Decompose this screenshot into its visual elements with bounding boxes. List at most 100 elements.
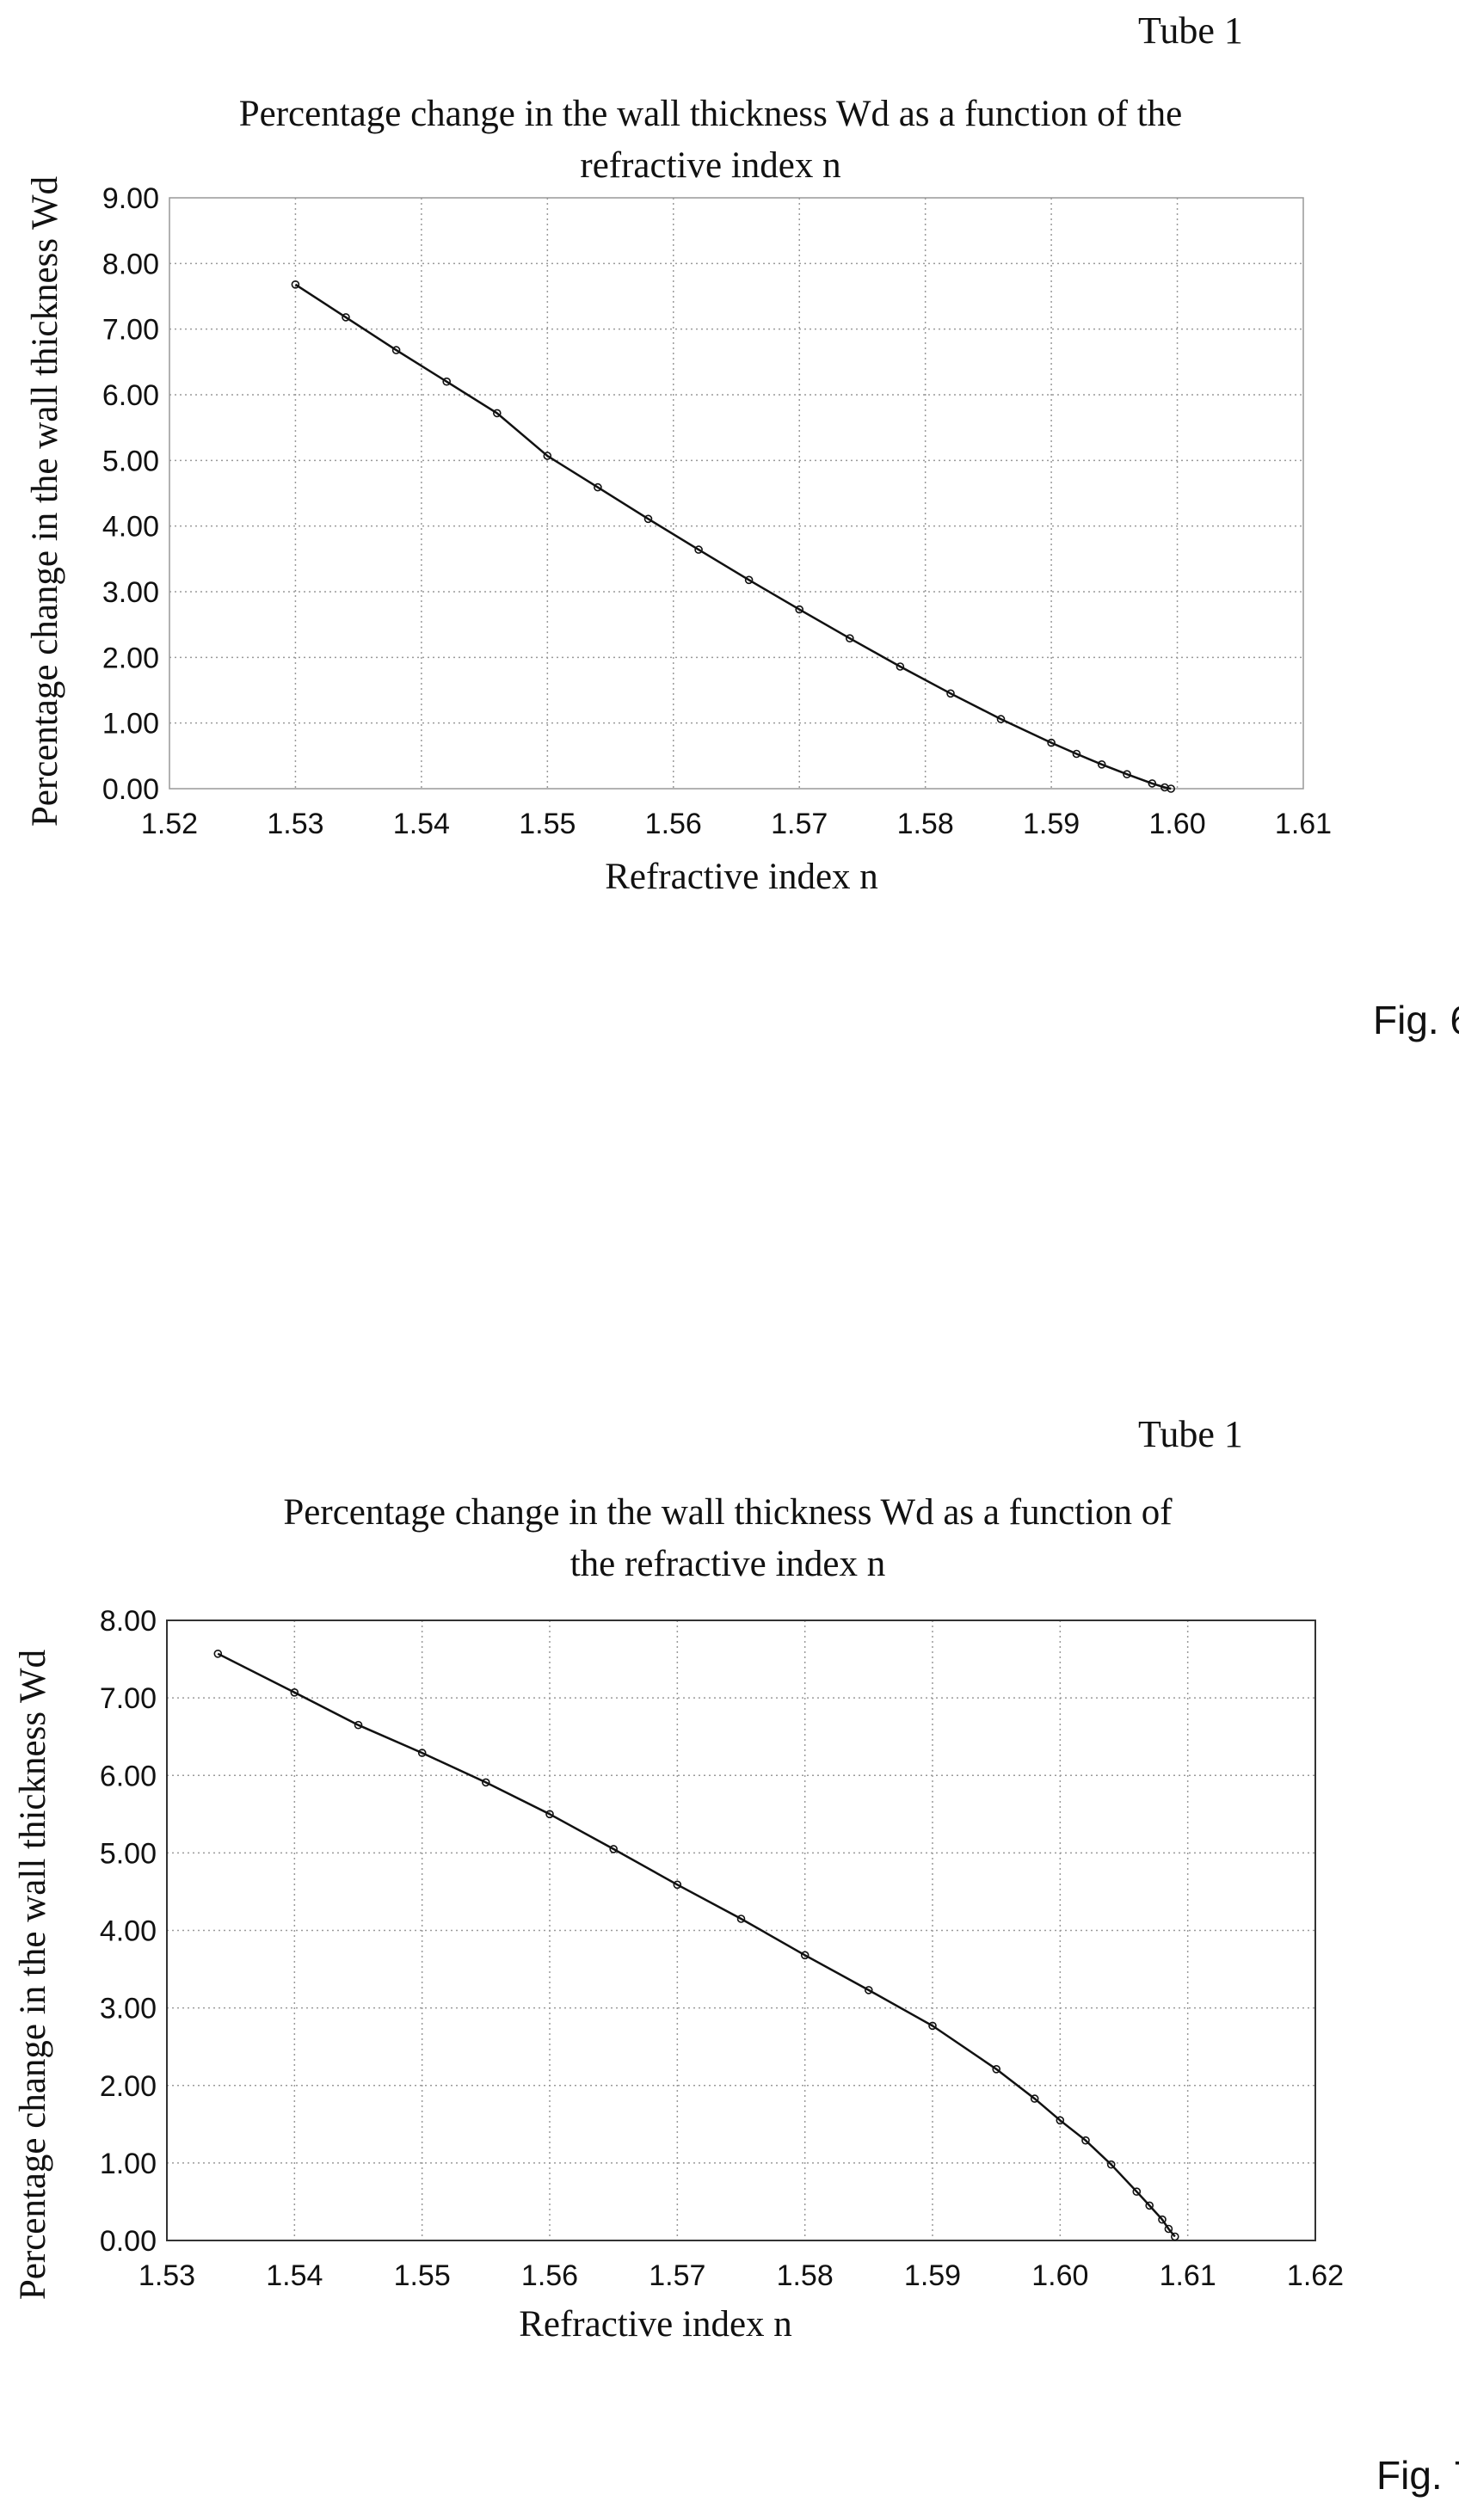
- data-point: [992, 2065, 1000, 2074]
- data-point: [609, 1845, 619, 1853]
- y-tick-label: 4.00: [100, 1915, 157, 1948]
- x-tick-label: 1.56: [645, 808, 702, 840]
- x-tick-label: 1.58: [897, 808, 954, 840]
- y-tick-label: 0.00: [100, 2225, 157, 2258]
- y-tick-labels: 0.00 1.00 2.00 3.00 4.00 5.00 6.00 7.00 8.00: [100, 1605, 157, 2258]
- y-tick-label: 1.00: [102, 708, 159, 741]
- data-point: [594, 482, 602, 492]
- x-tick-label: 1.58: [777, 2259, 834, 2292]
- y-tick-label: 5.00: [102, 445, 159, 477]
- data-point: [744, 575, 754, 585]
- x-tick-labels: 1.53 1.54 1.55 1.56 1.57 1.58 1.59 1.60 1.61 1.62: [139, 2259, 1344, 2292]
- data-point: [800, 1951, 810, 1960]
- data-point: [417, 1749, 427, 1757]
- data-point: [213, 1650, 223, 1658]
- y-tick-label: 0.00: [102, 773, 159, 806]
- data-point: [291, 280, 300, 289]
- x-tick-labels: 1.52 1.53 1.54 1.55 1.56 1.57 1.58 1.59 1.60 1.61: [141, 808, 1332, 840]
- y-tick-label: 9.00: [102, 182, 159, 215]
- x-tick-label: 1.55: [394, 2259, 451, 2292]
- y-tick-label: 6.00: [100, 1760, 157, 1792]
- data-point: [864, 1986, 873, 1994]
- data-point: [1072, 749, 1081, 759]
- data-point: [1056, 2116, 1065, 2125]
- y-tick-label: 5.00: [100, 1837, 157, 1870]
- y-tick-label: 7.00: [102, 314, 159, 347]
- plot-area: [169, 198, 1303, 789]
- data-point: [946, 689, 955, 698]
- data-point: [1164, 2224, 1173, 2234]
- x-tick-label: 1.56: [521, 2259, 578, 2292]
- data-series: [213, 1650, 1179, 2241]
- chart-title-line2: refractive index n: [580, 145, 840, 186]
- data-point: [543, 452, 552, 460]
- x-tick-label: 1.55: [519, 808, 576, 840]
- data-point: [1097, 759, 1106, 769]
- x-tick-label: 1.54: [266, 2259, 323, 2292]
- y-tick-label: 6.00: [102, 379, 159, 412]
- y-tick-label: 1.00: [100, 2148, 157, 2180]
- data-point: [1148, 779, 1157, 788]
- y-tick-label: 3.00: [100, 1993, 157, 2025]
- plot-frame: [169, 197, 1304, 790]
- data-point: [342, 313, 350, 322]
- gridlines: [167, 1620, 1315, 2240]
- data-point: [673, 1880, 682, 1890]
- data-point: [928, 2021, 937, 2031]
- y-tick-label: 3.00: [102, 576, 159, 609]
- data-point: [1047, 738, 1056, 747]
- y-tick-label: 8.00: [100, 1605, 157, 1638]
- data-point: [845, 634, 854, 643]
- gridlines: [169, 198, 1303, 789]
- data-point: [896, 662, 905, 671]
- y-axis-label: Percentage change in the wall thickness …: [25, 176, 65, 827]
- data-point: [492, 409, 502, 418]
- y-tick-label: 4.00: [102, 511, 159, 544]
- data-point: [1081, 2136, 1090, 2145]
- x-tick-label: 1.53: [267, 808, 323, 840]
- chart-title-line1: Percentage change in the wall thickness …: [283, 1492, 1173, 1533]
- figure-label: Fig. 7: [1376, 2453, 1459, 2498]
- data-point: [354, 1720, 363, 1730]
- chart-title-line1: Percentage change in the wall thickness …: [239, 94, 1183, 134]
- x-axis-label: Refractive index n: [519, 2304, 792, 2345]
- x-axis-label: Refractive index n: [605, 857, 878, 897]
- data-point: [795, 605, 804, 614]
- y-axis-label: Percentage change in the wall thickness …: [13, 1650, 53, 2300]
- y-tick-label: 2.00: [100, 2070, 157, 2103]
- chart-fig7: Tube 1 Percentage change in the wall thi…: [13, 1413, 1459, 2498]
- x-tick-label: 1.53: [139, 2259, 195, 2292]
- data-point: [391, 346, 401, 354]
- data-point: [545, 1810, 554, 1819]
- data-point: [481, 1778, 490, 1787]
- x-tick-label: 1.61: [1275, 808, 1332, 840]
- x-tick-label: 1.60: [1031, 2259, 1088, 2292]
- y-tick-label: 2.00: [102, 642, 159, 674]
- x-tick-label: 1.61: [1160, 2259, 1216, 2292]
- y-tick-label: 7.00: [100, 1682, 157, 1715]
- x-tick-label: 1.62: [1287, 2259, 1344, 2292]
- data-point: [442, 377, 452, 386]
- x-tick-label: 1.57: [771, 808, 828, 840]
- data-point: [643, 514, 653, 524]
- chart-title-line2: the refractive index n: [570, 1544, 886, 1584]
- x-tick-label: 1.57: [649, 2259, 705, 2292]
- data-point: [1106, 2160, 1116, 2169]
- chart-header: Tube 1: [1138, 9, 1243, 52]
- data-point: [1167, 784, 1175, 793]
- x-tick-label: 1.52: [141, 808, 198, 840]
- data-point: [1123, 770, 1131, 779]
- chart-header: Tube 1: [1138, 1413, 1243, 1455]
- data-point: [1158, 2215, 1167, 2224]
- data-point: [996, 715, 1006, 723]
- series-line: [294, 283, 1172, 790]
- plot-frame: [166, 1620, 1316, 2241]
- data-series: [291, 280, 1175, 793]
- series-line: [217, 1652, 1176, 2238]
- data-point: [1171, 2232, 1179, 2241]
- data-point: [1132, 2187, 1142, 2196]
- y-tick-labels: 0.00 1.00 2.00 3.00 4.00 5.00 6.00 7.00 8.00 9.00: [102, 182, 159, 806]
- data-point: [694, 545, 703, 554]
